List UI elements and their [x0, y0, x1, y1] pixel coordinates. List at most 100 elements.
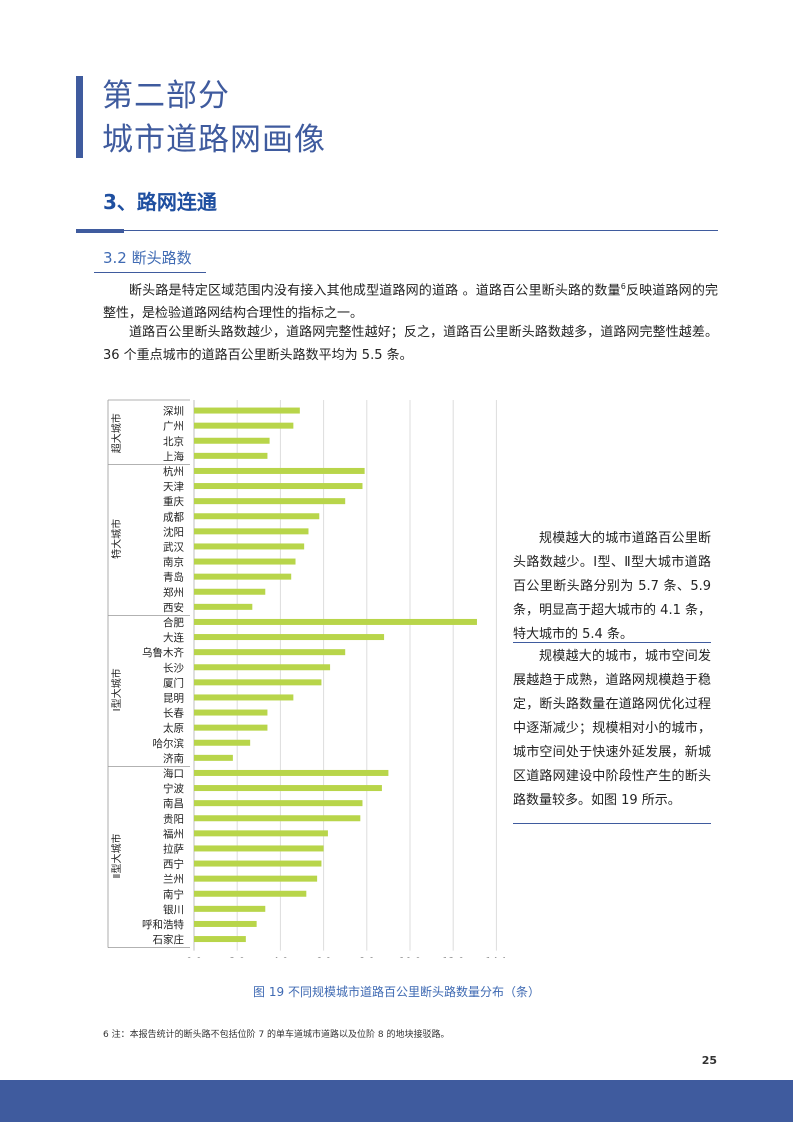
- bar: [194, 483, 363, 490]
- bar: [194, 573, 292, 580]
- bar: [194, 513, 320, 520]
- bar: [194, 649, 346, 656]
- group-label: Ⅰ型大城市: [110, 668, 123, 711]
- paragraph-average: 道路百公里断头路数越少，道路网完整性越好；反之，道路百公里断头路数越多，道路网完…: [103, 325, 718, 363]
- section-title: 3、路网连通: [103, 190, 217, 214]
- part-title: 第二部分 城市道路网画像: [102, 74, 326, 162]
- bar: [194, 815, 361, 822]
- category-label: 武汉: [163, 540, 184, 553]
- category-label: 厦门: [163, 676, 184, 689]
- bar: [194, 845, 324, 852]
- bar: [194, 830, 328, 837]
- bar: [194, 890, 307, 897]
- bar: [194, 618, 477, 625]
- category-label: 合肥: [163, 616, 184, 629]
- category-label: 海口: [163, 767, 184, 780]
- category-label: 深圳: [163, 406, 184, 418]
- group-label: 特大城市: [110, 519, 123, 559]
- bar: [194, 422, 294, 429]
- subsection-title: 3.2 断头路数: [103, 249, 192, 267]
- category-label: 石家庄: [153, 933, 185, 946]
- part-title-line2: 城市道路网画像: [102, 122, 326, 158]
- footnote-ref: 6: [620, 282, 626, 291]
- paragraph-definition: 断头路是特定区域范围内没有接入其他成型道路网的道路 。道路百公里断头路的数量6反…: [103, 275, 718, 325]
- x-tick-label: 4.0: [272, 957, 288, 958]
- bar: [194, 634, 385, 641]
- side-note-summary: 规模越大的城市道路百公里断头路数越少。Ⅰ型、Ⅱ型大城市道路百公里断头路分别为 5…: [513, 531, 711, 642]
- x-tick-label: 8.0: [359, 957, 375, 958]
- paragraph-definition-b: 反映道路网的完整性，是检验道路网结构合理性的指标之一。: [103, 283, 718, 322]
- category-label: 贵阳: [163, 812, 184, 825]
- bar: [194, 467, 365, 474]
- bar: [194, 785, 382, 792]
- bar: [194, 724, 268, 731]
- bar: [194, 437, 270, 444]
- category-label: 大连: [163, 631, 184, 644]
- bar: [194, 452, 268, 459]
- category-label: 太原: [163, 722, 184, 735]
- x-tick-label: 0.0: [186, 957, 202, 958]
- bar: [194, 769, 389, 776]
- bar: [194, 800, 363, 807]
- category-label: 成都: [163, 511, 184, 523]
- category-label: 南昌: [163, 797, 184, 810]
- category-label: 哈尔滨: [153, 737, 185, 750]
- category-label: 南宁: [163, 888, 184, 901]
- bar: [194, 679, 322, 686]
- category-label: 青岛: [163, 571, 184, 584]
- x-tick-label: 14.0: [485, 957, 505, 958]
- bar: [194, 920, 257, 927]
- bar: [194, 860, 322, 867]
- x-tick-label: 6.0: [316, 957, 332, 958]
- category-label: 南京: [163, 556, 184, 569]
- subsection-rule: [94, 272, 206, 273]
- bar: [194, 875, 318, 882]
- footnote: 6 注：本报告统计的断头路不包括位阶 7 的单车道城市道路以及位阶 8 的地块接…: [103, 1030, 450, 1040]
- category-label: 郑州: [163, 586, 184, 599]
- category-label: 拉萨: [163, 842, 184, 855]
- category-label: 兰州: [163, 873, 184, 886]
- category-label: 西宁: [163, 858, 184, 871]
- category-label: 天津: [163, 481, 184, 493]
- category-label: 乌鲁木齐: [142, 646, 184, 659]
- figure-caption: 图 19 不同规模城市道路百公里断头路数量分布（条）: [253, 985, 540, 999]
- side-note-explanation: 规模越大的城市，城市空间发展越趋于成熟，道路网规模趋于稳定，断头路数量在道路网优…: [513, 649, 711, 808]
- category-label: 广州: [163, 421, 184, 433]
- group-label: Ⅱ型大城市: [110, 834, 123, 879]
- bar: [194, 709, 268, 716]
- bar: [194, 543, 305, 550]
- side-note-rule-2: [513, 823, 711, 824]
- x-tick-label: 12.0: [442, 957, 464, 958]
- bar: [194, 694, 294, 701]
- bar: [194, 407, 300, 414]
- category-label: 福州: [163, 827, 184, 840]
- bar: [194, 664, 331, 671]
- x-tick-label: 10.0: [399, 957, 421, 958]
- bar: [194, 498, 346, 505]
- bar: [194, 528, 309, 535]
- category-label: 重庆: [163, 495, 184, 508]
- category-label: 上海: [163, 450, 184, 463]
- category-label: 昆明: [163, 692, 184, 704]
- part-accent-bar: [76, 76, 83, 158]
- bar: [194, 936, 246, 943]
- paragraph-definition-a: 断头路是特定区域范围内没有接入其他成型道路网的道路 。道路百公里断头路的数量: [129, 283, 621, 299]
- bar: [194, 754, 233, 761]
- bar: [194, 603, 253, 610]
- category-label: 宁波: [163, 782, 184, 795]
- category-label: 银川: [163, 903, 184, 916]
- bar: [194, 588, 266, 595]
- part-title-line1: 第二部分: [102, 78, 230, 114]
- category-label: 长春: [163, 708, 184, 720]
- footer-band: [0, 1080, 793, 1122]
- section-rule: [76, 230, 718, 231]
- side-note-rule-1: [513, 642, 711, 643]
- category-label: 杭州: [163, 465, 184, 478]
- section-rule-accent: [76, 229, 124, 233]
- bar: [194, 739, 251, 746]
- category-label: 西安: [163, 601, 184, 614]
- category-label: 北京: [163, 435, 184, 448]
- bar: [194, 905, 266, 912]
- category-label: 济南: [163, 752, 184, 765]
